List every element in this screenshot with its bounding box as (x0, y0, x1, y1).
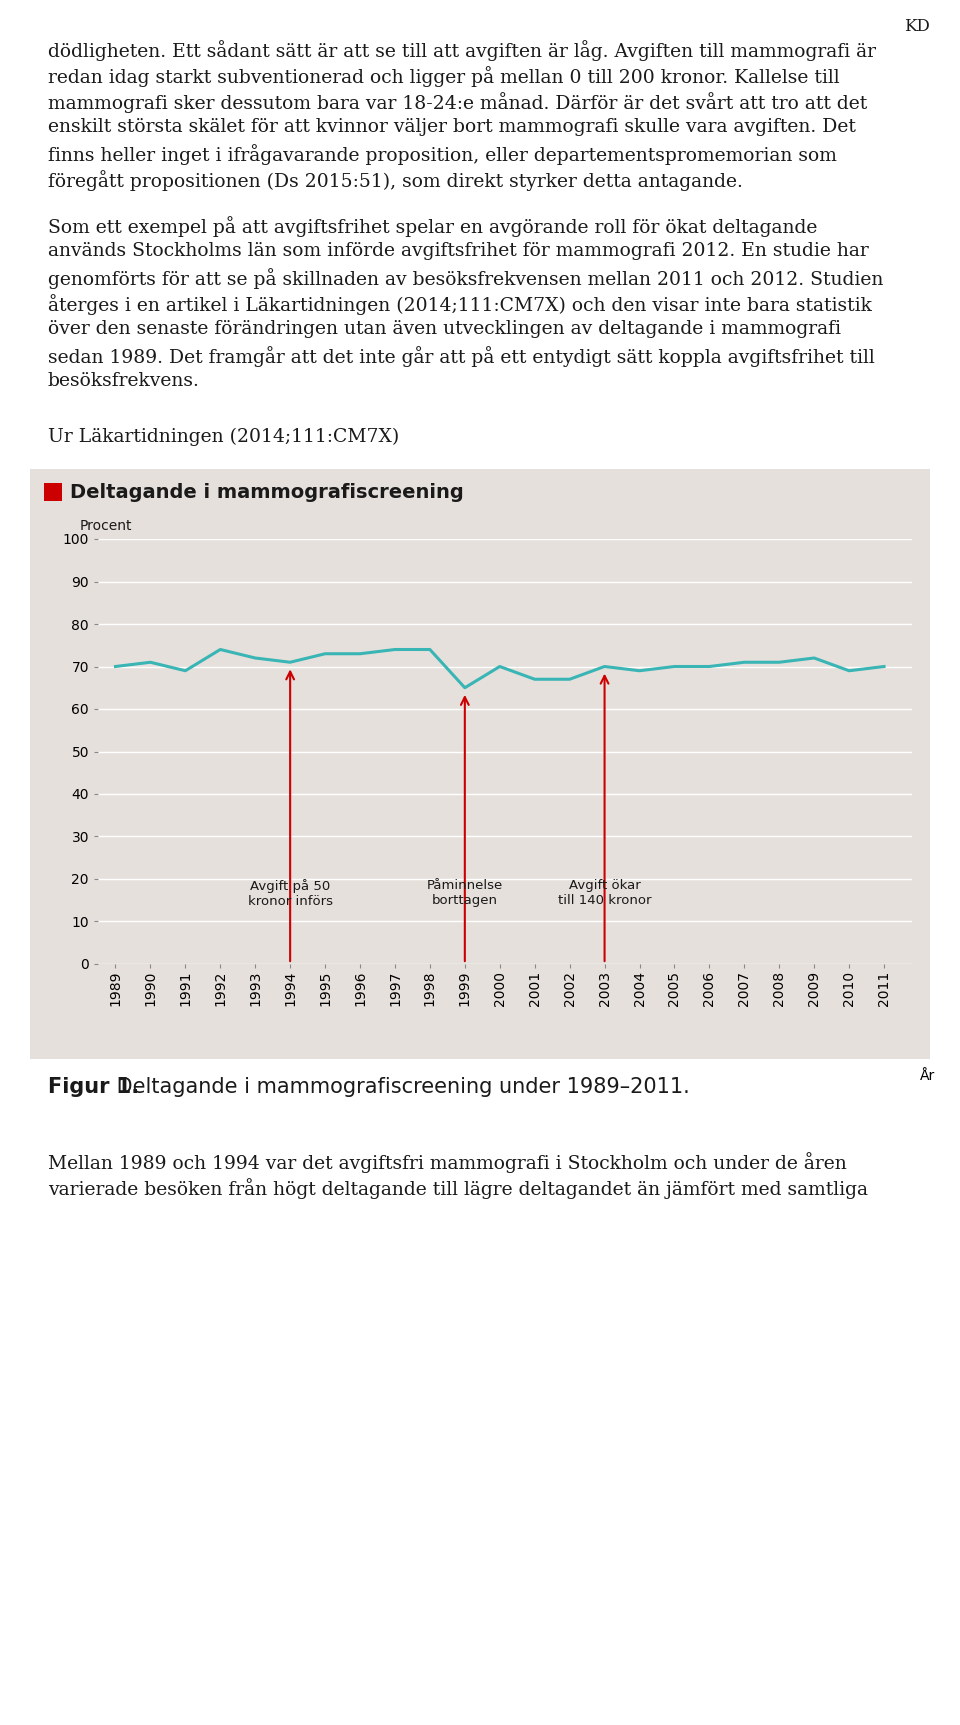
Text: genomförts för att se på skillnaden av besöksfrekvensen mellan 2011 och 2012. St: genomförts för att se på skillnaden av b… (48, 267, 883, 290)
Text: föregått propositionen (Ds 2015:51), som direkt styrker detta antagande.: föregått propositionen (Ds 2015:51), som… (48, 171, 743, 191)
Text: över den senaste förändringen utan även utvecklingen av deltagande i mammografi: över den senaste förändringen utan även … (48, 321, 841, 338)
Text: Avgift på 50
kronor införs: Avgift på 50 kronor införs (248, 880, 333, 907)
Bar (30, 469, 930, 1059)
Text: enskilt största skälet för att kvinnor väljer bort mammografi skulle vara avgift: enskilt största skälet för att kvinnor v… (48, 117, 856, 136)
Text: KD: KD (904, 17, 930, 34)
Text: År: År (920, 1070, 935, 1083)
Text: Avgift ökar
till 140 kronor: Avgift ökar till 140 kronor (558, 880, 651, 907)
Text: Deltagande i mammografiscreening under 1989–2011.: Deltagande i mammografiscreening under 1… (110, 1076, 689, 1097)
Text: besöksfrekvens.: besöksfrekvens. (48, 373, 200, 390)
Text: Figur 1.: Figur 1. (48, 1076, 139, 1097)
Text: mammografi sker dessutom bara var 18-24:e månad. Därför är det svårt att tro att: mammografi sker dessutom bara var 18-24:… (48, 91, 867, 112)
Text: dödligheten. Ett sådant sätt är att se till att avgiften är låg. Avgiften till m: dödligheten. Ett sådant sätt är att se t… (48, 40, 876, 60)
Text: Påminnelse
borttagen: Påminnelse borttagen (426, 880, 503, 907)
Text: Som ett exempel på att avgiftsfrihet spelar en avgörande roll för ökat deltagand: Som ett exempel på att avgiftsfrihet spe… (48, 216, 817, 236)
Text: varierade besöken från högt deltagande till lägre deltagandet än jämfört med sam: varierade besöken från högt deltagande t… (48, 1178, 868, 1199)
Text: återges i en artikel i Läkartidningen (2014;111:CM7X) och den visar inte bara st: återges i en artikel i Läkartidningen (2… (48, 293, 872, 316)
Text: redan idag starkt subventionerad och ligger på mellan 0 till 200 kronor. Kallels: redan idag starkt subventionerad och lig… (48, 66, 840, 86)
Bar (44, 483, 62, 500)
Text: Ur Läkartidningen (2014;111:CM7X): Ur Läkartidningen (2014;111:CM7X) (48, 428, 399, 447)
Text: Procent: Procent (80, 519, 132, 533)
Text: Deltagande i mammografiscreening: Deltagande i mammografiscreening (70, 483, 464, 502)
Text: sedan 1989. Det framgår att det inte går att på ett entydigt sätt koppla avgifts: sedan 1989. Det framgår att det inte går… (48, 347, 875, 367)
Text: finns heller inget i ifrågavarande proposition, eller departementspromemorian so: finns heller inget i ifrågavarande propo… (48, 143, 837, 166)
Text: Mellan 1989 och 1994 var det avgiftsfri mammografi i Stockholm och under de åren: Mellan 1989 och 1994 var det avgiftsfri … (48, 1152, 847, 1173)
Text: används Stockholms län som införde avgiftsfrihet för mammografi 2012. En studie : används Stockholms län som införde avgif… (48, 242, 869, 260)
